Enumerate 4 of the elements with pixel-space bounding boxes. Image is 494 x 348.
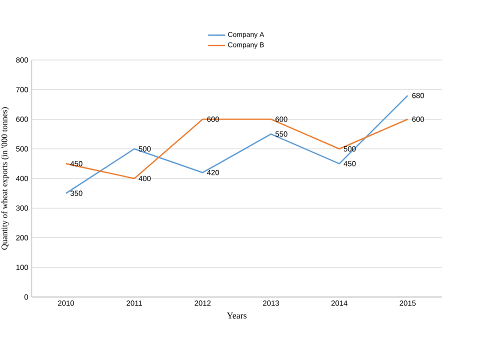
line-series [65,94,408,194]
y-axis-title: Quantity of wheat exports (in '000 tonnes) [1,107,10,250]
line-series [65,118,408,180]
x-axis-title: Years [226,312,247,319]
